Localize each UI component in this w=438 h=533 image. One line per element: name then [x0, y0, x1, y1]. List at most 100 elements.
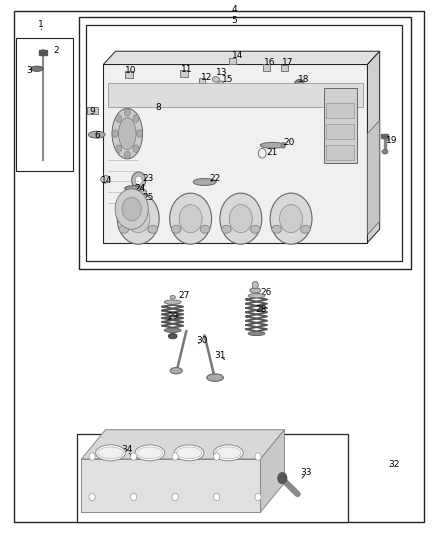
Bar [86, 25, 403, 261]
Ellipse shape [119, 225, 129, 233]
Circle shape [214, 493, 219, 500]
Ellipse shape [382, 150, 388, 154]
Bar [125, 71, 133, 78]
Text: 29: 29 [167, 312, 179, 321]
Ellipse shape [218, 81, 224, 86]
Bar [230, 58, 237, 64]
Text: 1: 1 [39, 20, 44, 29]
Ellipse shape [193, 179, 216, 185]
Text: 22: 22 [209, 174, 220, 183]
Ellipse shape [164, 300, 181, 304]
Circle shape [172, 493, 178, 500]
Ellipse shape [125, 185, 143, 191]
Circle shape [124, 109, 131, 116]
Circle shape [116, 145, 122, 152]
Circle shape [170, 193, 212, 244]
Ellipse shape [168, 334, 177, 339]
Text: 27: 27 [178, 290, 190, 300]
Circle shape [89, 493, 95, 500]
Bar [77, 434, 348, 522]
Ellipse shape [170, 368, 182, 374]
Ellipse shape [120, 89, 134, 104]
Circle shape [252, 281, 258, 289]
Text: 3: 3 [26, 66, 32, 75]
Ellipse shape [170, 295, 175, 299]
Text: 16: 16 [265, 58, 276, 67]
Circle shape [122, 197, 141, 221]
Ellipse shape [88, 131, 105, 138]
Ellipse shape [250, 288, 261, 293]
Ellipse shape [260, 142, 284, 148]
Circle shape [255, 493, 261, 500]
Circle shape [220, 193, 262, 244]
Text: 28: 28 [256, 304, 267, 313]
Circle shape [278, 473, 287, 483]
Ellipse shape [216, 447, 241, 459]
Text: 30: 30 [196, 336, 207, 345]
Bar [281, 65, 288, 71]
Circle shape [132, 172, 146, 189]
Polygon shape [261, 430, 285, 512]
Ellipse shape [95, 445, 125, 461]
Ellipse shape [273, 89, 287, 104]
Ellipse shape [31, 66, 43, 71]
Bar [79, 17, 411, 269]
Ellipse shape [112, 108, 143, 159]
Circle shape [89, 453, 95, 461]
Text: 26: 26 [260, 287, 272, 296]
Bar [324, 88, 357, 163]
Ellipse shape [212, 77, 219, 82]
Ellipse shape [119, 118, 136, 150]
Text: 19: 19 [386, 136, 397, 145]
Ellipse shape [177, 447, 202, 459]
Bar [16, 38, 73, 171]
Bar [326, 124, 354, 139]
Circle shape [131, 453, 137, 461]
Polygon shape [103, 51, 380, 64]
Circle shape [279, 205, 303, 233]
Text: 33: 33 [300, 468, 312, 477]
Text: 2: 2 [53, 46, 59, 55]
Bar [381, 134, 389, 138]
Circle shape [117, 193, 159, 244]
Text: 12: 12 [201, 73, 212, 82]
Ellipse shape [207, 374, 223, 381]
Circle shape [133, 145, 139, 152]
Ellipse shape [200, 225, 210, 233]
Text: 11: 11 [181, 65, 193, 74]
Text: 25: 25 [142, 193, 154, 203]
Text: 23: 23 [142, 174, 154, 183]
Text: 10: 10 [125, 67, 137, 75]
Circle shape [131, 493, 137, 500]
Ellipse shape [214, 445, 243, 461]
Ellipse shape [148, 225, 157, 233]
Text: 17: 17 [282, 58, 294, 67]
Circle shape [214, 453, 219, 461]
Circle shape [115, 189, 148, 229]
Circle shape [255, 453, 261, 461]
Ellipse shape [173, 89, 187, 104]
Ellipse shape [171, 225, 181, 233]
Polygon shape [81, 459, 261, 512]
Bar [180, 70, 187, 77]
Text: 4: 4 [231, 5, 237, 14]
Circle shape [124, 151, 131, 159]
Text: 32: 32 [388, 460, 399, 469]
Text: 24: 24 [134, 184, 145, 193]
Ellipse shape [142, 89, 156, 104]
Circle shape [294, 79, 304, 92]
Ellipse shape [295, 89, 309, 104]
Text: 6: 6 [95, 131, 100, 140]
Ellipse shape [300, 225, 310, 233]
Text: 14: 14 [232, 52, 243, 60]
Ellipse shape [194, 89, 208, 104]
Text: 34: 34 [122, 446, 133, 455]
Ellipse shape [139, 189, 146, 192]
Circle shape [112, 130, 118, 138]
Bar [263, 64, 270, 71]
Bar [199, 78, 205, 83]
Ellipse shape [248, 332, 265, 336]
Ellipse shape [137, 447, 162, 459]
Ellipse shape [174, 445, 204, 461]
Text: 21: 21 [267, 148, 278, 157]
